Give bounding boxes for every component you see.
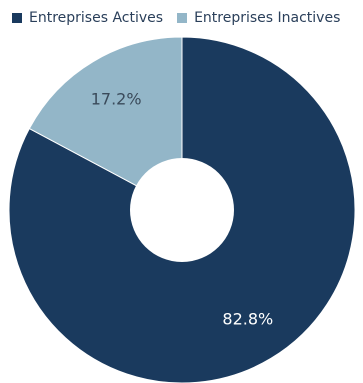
pie-slice-inactives[interactable]	[28, 36, 183, 211]
slice-labels: 82.8% 17.2%	[91, 90, 274, 329]
donut-hole	[130, 158, 234, 262]
slice-label-inactives: 17.2%	[91, 90, 142, 109]
legend-item-inactives[interactable]: Entreprises Inactives	[177, 10, 340, 26]
slice-label-actives: 82.8%	[222, 309, 273, 328]
chart-legend: Entreprises Actives Entreprises Inactive…	[12, 10, 354, 26]
legend-item-actives[interactable]: Entreprises Actives	[12, 10, 163, 26]
legend-swatch-inactives	[177, 13, 188, 23]
legend-swatch-actives	[12, 13, 22, 23]
legend-label-actives: Entreprises Actives	[29, 10, 164, 26]
legend-label-inactives: Entreprises Inactives	[194, 10, 341, 26]
